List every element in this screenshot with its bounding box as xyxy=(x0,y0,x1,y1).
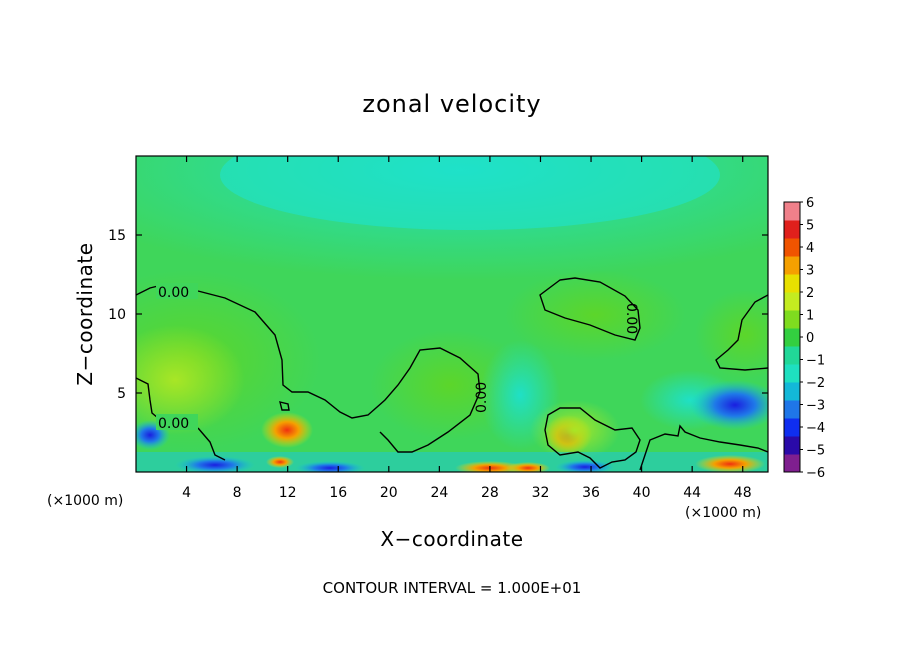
colorbar-segment xyxy=(784,202,800,221)
field-surface-blue-3 xyxy=(555,460,615,472)
contour-label-4: 0.00 xyxy=(623,303,639,334)
colorbar-segment xyxy=(784,256,800,275)
x-axis-label: X−coordinate xyxy=(380,527,523,551)
x-tick-label: 44 xyxy=(683,485,701,501)
contour-label-1: 0.00 xyxy=(158,285,189,301)
zero-contours xyxy=(136,277,768,471)
contour-upper-left xyxy=(136,285,481,453)
x-tick-label: 12 xyxy=(279,485,297,501)
contour-right-edge xyxy=(715,294,768,371)
field-yellow-left xyxy=(136,325,245,435)
colorbar-tick-label: 4 xyxy=(806,241,814,256)
velocity-field xyxy=(136,156,768,472)
field-green-right xyxy=(505,270,685,360)
colorbar-segment xyxy=(784,454,800,473)
x-tick-label: 24 xyxy=(430,485,448,501)
colorbar-tick-label: −2 xyxy=(806,376,825,391)
field-cyan-top xyxy=(220,156,720,230)
x-tick-label: 20 xyxy=(380,485,398,501)
field-surface-blue-2 xyxy=(295,461,365,472)
colorbar-tick-label: 6 xyxy=(806,196,814,211)
contour-lower-left xyxy=(136,377,226,461)
x-tick-label: 8 xyxy=(233,485,242,501)
colorbar-segment xyxy=(784,382,800,401)
colorbar: 6 5 4 3 2 1 0 −1 −2 −3 −4 −5 −6 xyxy=(783,196,825,481)
colorbar-tick-label: −5 xyxy=(806,444,825,459)
field-hot-12 xyxy=(261,412,313,448)
x-axis-unit-left: (×1000 m) xyxy=(47,493,123,509)
contour-label-3: 0.00 xyxy=(474,382,490,413)
y-tick-label: 15 xyxy=(108,228,126,244)
colorbar-segment xyxy=(784,436,800,455)
y-axis-label: Z−coordinate xyxy=(73,242,97,385)
field-surface-hot-4 xyxy=(266,456,294,468)
x-tick-label: 4 xyxy=(182,485,191,501)
colorbar-segment xyxy=(784,364,800,383)
colorbar-segment xyxy=(784,346,800,365)
field-yellow-34 xyxy=(530,400,620,460)
y-axis: 5 10 15 xyxy=(108,228,768,402)
y-tick-label: 5 xyxy=(117,386,126,402)
colorbar-tick-label: 2 xyxy=(806,286,814,301)
colorbar-tick-label: −4 xyxy=(806,421,825,436)
field-green-far-right xyxy=(695,290,768,380)
colorbar-tick-label: 3 xyxy=(806,264,814,279)
contour-label-2: 0.00 xyxy=(158,416,189,432)
field-blue-47 xyxy=(690,380,768,430)
x-tick-label: 16 xyxy=(329,485,347,501)
colorbar-segment xyxy=(784,418,800,437)
field-surface-hot-3 xyxy=(695,455,765,472)
colorbar-tick-label: −1 xyxy=(806,354,825,369)
contour-bottom-right xyxy=(639,424,768,471)
x-tick-label: 28 xyxy=(481,485,499,501)
colorbar-segment xyxy=(784,292,800,311)
contour-label-bg-2 xyxy=(156,414,198,430)
contour-interval-note: CONTOUR INTERVAL = 1.000E+01 xyxy=(323,579,582,597)
x-tick-label: 36 xyxy=(582,485,600,501)
field-surface-blue-1 xyxy=(175,456,255,472)
colorbar-segment xyxy=(784,220,800,239)
x-tick-label: 40 xyxy=(633,485,651,501)
x-axis-unit-right: (×1000 m) xyxy=(685,505,761,521)
colorbar-tick-label: 0 xyxy=(806,331,814,346)
colorbar-segment xyxy=(784,400,800,419)
colorbar-segment xyxy=(784,238,800,257)
y-tick-label: 10 xyxy=(108,307,126,323)
colorbar-tick-label: 5 xyxy=(806,219,814,234)
contour-mid-right xyxy=(544,407,641,469)
field-surface-hot-2 xyxy=(506,462,550,472)
x-tick-label: 48 xyxy=(734,485,752,501)
colorbar-tick-label: 1 xyxy=(806,309,814,324)
chart-title: zonal velocity xyxy=(362,90,541,118)
colorbar-segment xyxy=(784,274,800,293)
colorbar-segment xyxy=(784,310,800,329)
x-tick-label: 32 xyxy=(532,485,550,501)
colorbar-tick-label: −6 xyxy=(806,466,825,481)
x-axis: 4 8 12 16 20 24 28 32 36 40 44 48 xyxy=(182,156,752,501)
colorbar-tick-label: −3 xyxy=(806,399,825,414)
contour-small-12 xyxy=(279,401,290,411)
colorbar-segment xyxy=(784,328,800,347)
contour-label-bg-1 xyxy=(156,283,198,299)
contour-loop-right xyxy=(539,277,641,341)
